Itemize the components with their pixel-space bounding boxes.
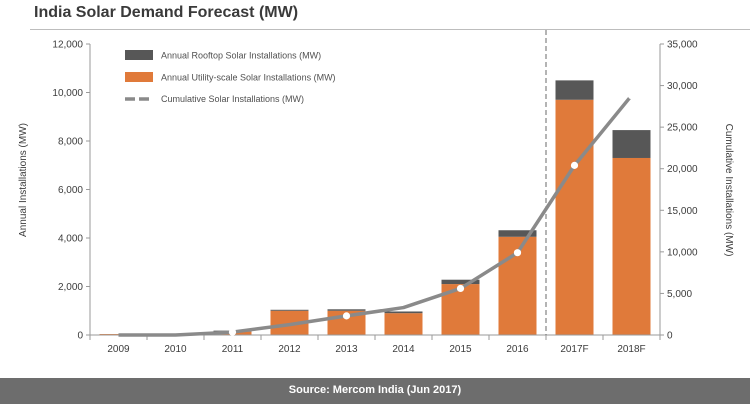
bar-rooftop <box>270 309 309 311</box>
bar-utility-scale <box>384 313 423 335</box>
y-tick-label-right: 10,000 <box>667 247 698 258</box>
x-tick-label: 2014 <box>392 344 415 355</box>
x-tick-label: 2018F <box>617 344 645 355</box>
y-axis-label-left: Annual Installations (MW) <box>18 123 29 237</box>
y-tick-label-right: 0 <box>667 331 673 342</box>
chart-plot: Annual Installations (MW) Cumulative Ins… <box>18 30 734 356</box>
bar-utility-scale <box>612 157 651 335</box>
bar-rooftop <box>612 130 651 158</box>
y-tick-label-left: 0 <box>77 331 83 342</box>
chart-title: India Solar Demand Forecast (MW) <box>34 4 299 21</box>
cumulative-point <box>342 312 351 320</box>
title-divider <box>30 29 750 30</box>
y-tick-label-right: 25,000 <box>667 123 698 134</box>
cumulative-line <box>118 94 633 337</box>
x-tick-label: 2017F <box>560 344 588 355</box>
legend-label-utility: Annual Utility-scale Solar Installations… <box>161 73 336 83</box>
cumulative-point <box>456 284 465 293</box>
y-axis-title-right: Cumulative Installations (MW) <box>723 124 734 257</box>
x-tick-label: 2013 <box>335 344 358 355</box>
bar-rooftop <box>327 309 366 311</box>
legend-swatch-utility <box>125 72 153 82</box>
x-tick-label: 2009 <box>107 344 130 355</box>
x-tick-label: 2015 <box>449 344 472 355</box>
y-tick-label-right: 35,000 <box>667 40 698 51</box>
cumulative-point <box>627 91 636 100</box>
y-axis-title-left: Annual Installations (MW) <box>18 123 29 237</box>
cumulative-line-layer <box>118 91 636 337</box>
bar-rooftop <box>555 80 594 100</box>
y-tick-label-left: 8,000 <box>58 137 83 148</box>
bar-rooftop <box>384 311 423 314</box>
y-tick-label-left: 10,000 <box>52 88 83 99</box>
y-axis-label-right: Cumulative Installations (MW) <box>723 124 734 257</box>
source-text: Source: Mercom India (Jun 2017) <box>288 384 462 396</box>
y-tick-label-left: 4,000 <box>58 234 83 245</box>
y-tick-label-left: 6,000 <box>58 185 83 196</box>
y-tick-label-right: 20,000 <box>667 164 698 175</box>
legend-swatch-rooftop <box>125 50 153 60</box>
source-footer: Source: Mercom India (Jun 2017) <box>0 378 750 404</box>
y-tick-label-right: 30,000 <box>667 81 698 92</box>
legend-label-rooftop: Annual Rooftop Solar Installations (MW) <box>161 51 321 61</box>
x-tick-label: 2016 <box>506 344 529 355</box>
x-tick-label: 2011 <box>222 344 244 355</box>
x-tick-label: 2012 <box>278 344 301 355</box>
bars-layer <box>99 80 651 336</box>
axes-layer: 0 2,000 4,000 6,000 8,000 10,000 12,000 0 5,000 1… <box>52 40 698 356</box>
cumulative-point <box>513 249 522 257</box>
legend: Annual Rooftop Solar Installations (MW) A… <box>125 50 336 104</box>
y-tick-label-right: 5,000 <box>667 289 692 300</box>
cumulative-point <box>570 161 579 169</box>
x-tick-label: 2010 <box>164 344 187 355</box>
legend-label-cumulative: Cumulative Solar Installations (MW) <box>161 94 304 104</box>
bar-rooftop <box>441 279 480 285</box>
bar-utility-scale <box>555 99 594 336</box>
y-tick-label-left: 2,000 <box>58 282 83 293</box>
bar-rooftop <box>498 230 537 237</box>
cumulative-point <box>228 328 237 336</box>
y-tick-label-left: 12,000 <box>52 40 83 51</box>
y-tick-label-right: 15,000 <box>667 206 698 217</box>
